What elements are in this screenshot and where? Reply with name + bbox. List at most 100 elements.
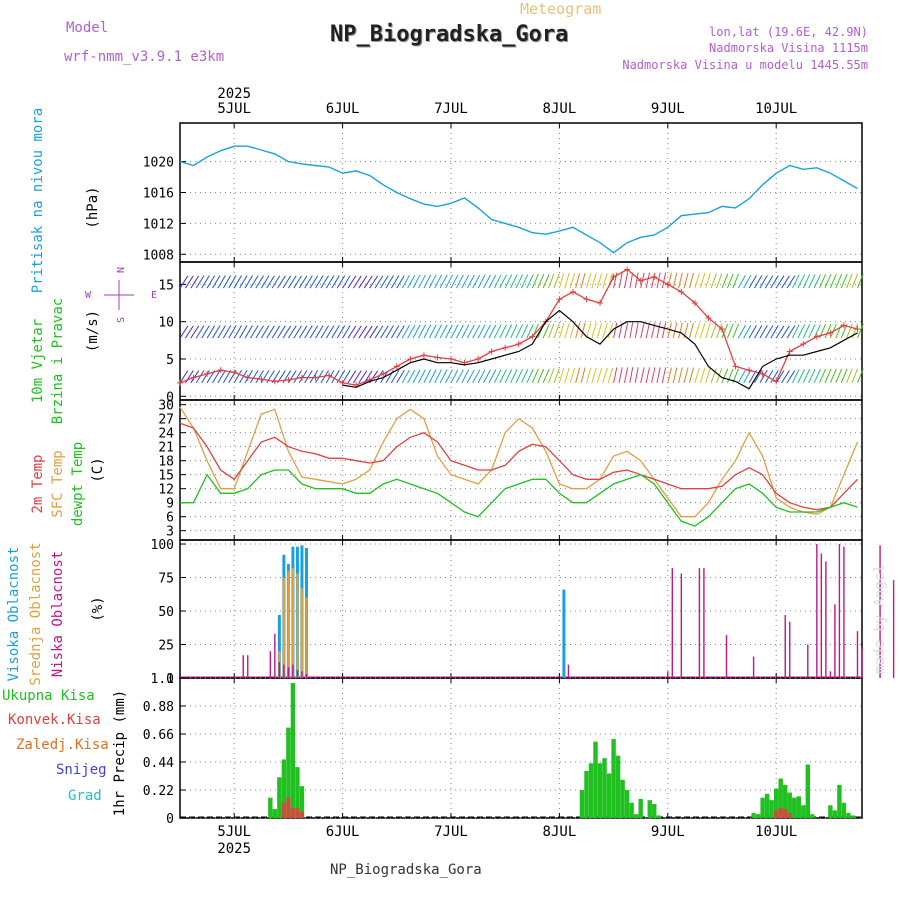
wind-barb	[455, 274, 464, 289]
wind-barb	[510, 324, 518, 339]
wind-barb	[857, 273, 864, 289]
wind-barb	[667, 322, 672, 339]
wind-speed-marker	[569, 288, 576, 295]
precip-total-bar	[620, 779, 625, 818]
wind-barb	[477, 274, 486, 289]
wind-barb	[699, 273, 706, 289]
cloud-mid-bar	[296, 573, 299, 678]
precip-total-bar	[810, 814, 815, 818]
precip-total-bar	[796, 796, 801, 818]
wind-barb	[575, 367, 581, 383]
wind-barb	[250, 275, 259, 289]
cloud-low-bar	[292, 664, 294, 678]
wind-barb	[271, 325, 281, 339]
wind-barb	[840, 273, 848, 289]
y-tick-label: 12	[158, 483, 174, 498]
wind-barb	[195, 275, 205, 289]
wind-barb	[466, 369, 475, 384]
wind-barb	[222, 325, 232, 339]
x-date-label-bottom: 5JUL	[217, 824, 251, 840]
cloud-mid-bar	[300, 588, 304, 678]
wind-barb	[434, 274, 443, 289]
wind-barb	[672, 272, 678, 289]
wind-barb	[304, 370, 313, 384]
wind-barb	[266, 325, 275, 339]
wind-barb	[401, 324, 410, 339]
wind-barb	[775, 370, 785, 384]
wind-barb	[797, 369, 805, 384]
temp-ylabel: (C)	[90, 457, 106, 482]
wind-barb	[266, 275, 275, 289]
wind-barb	[607, 323, 614, 339]
wind-speed-marker	[177, 379, 183, 386]
wind-barb	[737, 324, 746, 339]
y-tick-label: 0	[166, 390, 174, 405]
wind-barb	[477, 324, 486, 339]
wind-barb	[656, 322, 661, 339]
y-tick-label: 75	[158, 572, 174, 587]
wind-speed-marker	[800, 341, 807, 348]
y-tick-label: 0.44	[143, 756, 174, 771]
cloud-low-bar	[807, 644, 809, 678]
wind-speed-marker	[691, 300, 698, 307]
wind-barb	[564, 367, 570, 383]
wind-barb	[428, 369, 437, 384]
wind-title: 10m Vjetar	[30, 319, 46, 403]
wind-barb	[401, 369, 410, 384]
precip-total-bar	[755, 814, 761, 818]
wind-barb	[255, 275, 264, 289]
precip-conv-bar	[295, 807, 300, 818]
wind-barb	[179, 325, 189, 339]
wind-barb	[813, 324, 821, 339]
cloud-low-bar	[838, 544, 841, 678]
wind-barb	[591, 322, 597, 339]
wind-speed-marker	[746, 367, 753, 374]
wind-speed-marker	[258, 376, 265, 383]
wind-barb	[656, 272, 661, 289]
wind-barb	[737, 369, 746, 384]
cloud-low-bar	[820, 553, 823, 678]
wind-barb	[764, 325, 774, 339]
precip-total-bar	[602, 758, 607, 818]
wind-barb	[645, 367, 651, 383]
cloud-low-bar	[829, 671, 832, 678]
wind-barb	[179, 370, 189, 384]
wind-barb	[260, 325, 270, 339]
wind-barb	[526, 274, 534, 289]
wind-barb	[808, 274, 816, 289]
wind-barb	[407, 369, 416, 384]
wind-barb	[705, 367, 711, 383]
wind-barb	[743, 274, 752, 289]
wind-barb	[466, 324, 475, 339]
wind-barb	[401, 274, 410, 289]
cloud-low-bar	[283, 664, 285, 678]
cloud-low-bar	[703, 568, 705, 678]
precip-conv-bar	[299, 811, 305, 818]
wind-barb	[363, 325, 373, 339]
wind-barb	[244, 275, 253, 289]
wind-barb	[385, 275, 394, 289]
wind-barb	[228, 325, 237, 339]
y-tick-label: 100	[151, 538, 174, 553]
wind-barb	[569, 367, 576, 383]
wind-barb	[353, 370, 362, 384]
precip-total-bar	[787, 792, 792, 818]
wind-barb	[721, 368, 729, 384]
cloud-low-bar	[879, 545, 881, 678]
cloud-low-bar	[825, 561, 827, 678]
wind-barb	[667, 272, 672, 289]
wind-barb	[802, 368, 811, 384]
wind-speed-marker	[840, 322, 847, 329]
wind-barb	[542, 273, 550, 289]
wind-speed-marker	[380, 370, 387, 377]
wind-barb	[716, 273, 723, 289]
wind-barb	[661, 272, 667, 289]
wind-barb	[277, 325, 286, 339]
wind-barb	[450, 369, 459, 384]
wind-barb	[342, 370, 351, 384]
wind-speed-marker	[556, 296, 563, 303]
wind-barb	[531, 368, 539, 384]
wind-barb	[602, 367, 608, 383]
wind-barb	[737, 274, 746, 289]
precip-total-bar	[629, 802, 634, 818]
